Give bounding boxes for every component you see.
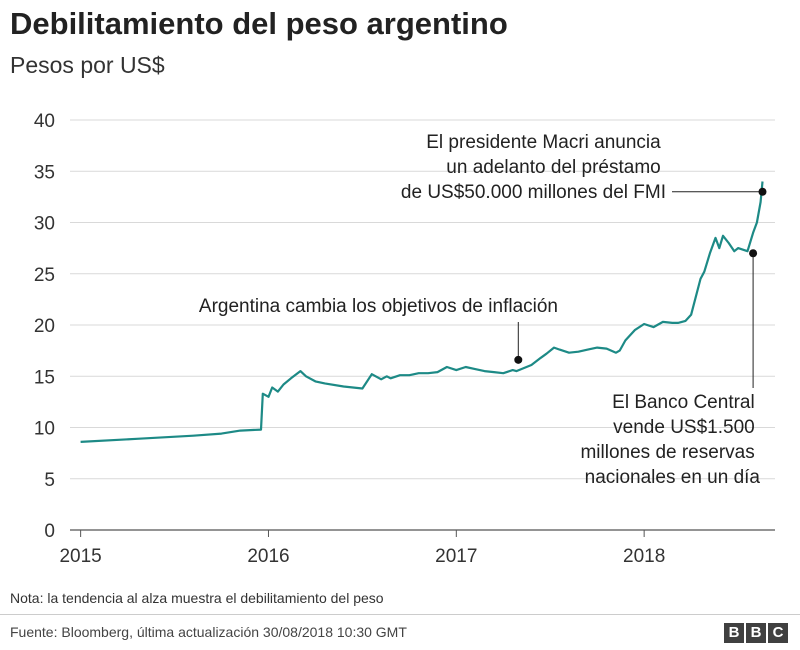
x-tick-label: 2016 xyxy=(247,546,289,567)
bbc-logo: B B C xyxy=(724,623,788,643)
gridlines xyxy=(70,119,775,531)
y-tick-label: 10 xyxy=(34,419,55,440)
annotation-macri: El presidente Macri anuncia un adelanto … xyxy=(401,132,666,203)
x-tick-label: 2015 xyxy=(59,546,101,567)
annotation-banco-central: El Banco Central vende US$1.500 millones… xyxy=(580,392,760,488)
y-tick-label: 35 xyxy=(34,162,55,183)
x-tick-label: 2018 xyxy=(623,546,665,567)
y-axis-ticks: 0 5 10 15 20 25 30 35 40 xyxy=(34,111,55,542)
series-line xyxy=(80,181,764,443)
annotation-dot xyxy=(758,187,767,196)
y-tick-label: 20 xyxy=(34,316,55,337)
x-tick-label: 2017 xyxy=(435,546,477,567)
logo-letter: C xyxy=(768,623,788,643)
annotations-layer: Argentina cambia los objetivos de inflac… xyxy=(199,132,767,488)
logo-letter: B xyxy=(746,623,766,643)
series-layer xyxy=(80,181,764,443)
line-chart: 0 5 10 15 20 25 30 35 40 2015 2016 2017 2018 Argent… xyxy=(34,111,775,567)
y-tick-label: 0 xyxy=(44,521,55,542)
y-tick-label: 30 xyxy=(34,214,55,235)
chart-note: Nota: la tendencia al alza muestra el de… xyxy=(10,590,384,606)
annotation-dot xyxy=(514,355,523,364)
y-tick-label: 25 xyxy=(34,265,55,286)
y-tick-label: 40 xyxy=(34,111,55,132)
annotation-inflation: Argentina cambia los objetivos de inflac… xyxy=(199,296,558,317)
x-axis-ticks: 2015 2016 2017 2018 xyxy=(59,530,665,567)
y-tick-label: 5 xyxy=(44,470,55,491)
footer-divider xyxy=(0,614,800,615)
source-text: Fuente: Bloomberg, última actualización … xyxy=(10,624,407,640)
y-tick-label: 15 xyxy=(34,367,55,388)
annotation-dot xyxy=(749,249,758,258)
chart-title: Debilitamiento del peso argentino xyxy=(10,6,508,41)
chart-subtitle: Pesos por US$ xyxy=(10,52,165,78)
logo-letter: B xyxy=(724,623,744,643)
